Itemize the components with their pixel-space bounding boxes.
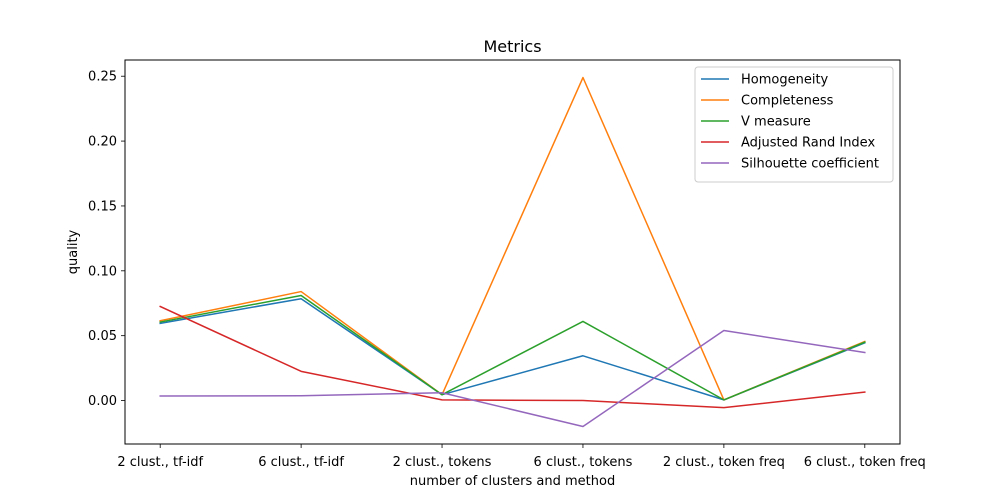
x-tick-label: 2 clust., tokens — [393, 455, 492, 470]
legend-label-v-measure: V measure — [741, 115, 811, 130]
legend-label-adjusted-rand-index: Adjusted Rand Index — [741, 136, 875, 151]
y-tick-label: 0.00 — [88, 394, 117, 409]
series-layer — [159, 76, 866, 428]
x-tick-label: 6 clust., token freq — [804, 455, 926, 470]
plot-area — [124, 59, 901, 445]
y-tick-label: 0.10 — [88, 264, 117, 279]
y-tick-label: 0.15 — [88, 199, 117, 214]
x-tick-label: 6 clust., tokens — [534, 455, 633, 470]
x-tick-label: 2 clust., token freq — [663, 455, 785, 470]
x-axis-label: number of clusters and method — [410, 474, 615, 489]
legend-label-silhouette-coefficient: Silhouette coefficient — [741, 157, 879, 172]
x-tick-label: 2 clust., tf-idf — [117, 455, 203, 470]
legend-label-homogeneity: Homogeneity — [741, 73, 829, 88]
y-tick-label: 0.20 — [88, 135, 117, 150]
legend-frame — [694, 66, 894, 183]
x-axis: 2 clust., tf-idf 6 clust., tf-idf 2 clust.… — [117, 444, 926, 470]
y-tick-label: 0.05 — [88, 329, 117, 344]
series-line-v-measure — [159, 294, 866, 401]
x-tick-label: 6 clust., tf-idf — [258, 455, 344, 470]
y-axis-label: quality — [66, 229, 81, 274]
y-axis: 0.00 0.05 0.10 0.15 0.20 0.25 — [88, 70, 125, 409]
series-line-silhouette-coefficient — [159, 329, 866, 428]
series-line-adjusted-rand-index — [159, 305, 866, 409]
legend-label-completeness: Completeness — [741, 94, 834, 109]
y-tick-label: 0.25 — [88, 70, 117, 85]
chart-title: Metrics — [483, 37, 541, 56]
legend: Homogeneity Completeness V measure Adjusted… — [694, 66, 894, 183]
